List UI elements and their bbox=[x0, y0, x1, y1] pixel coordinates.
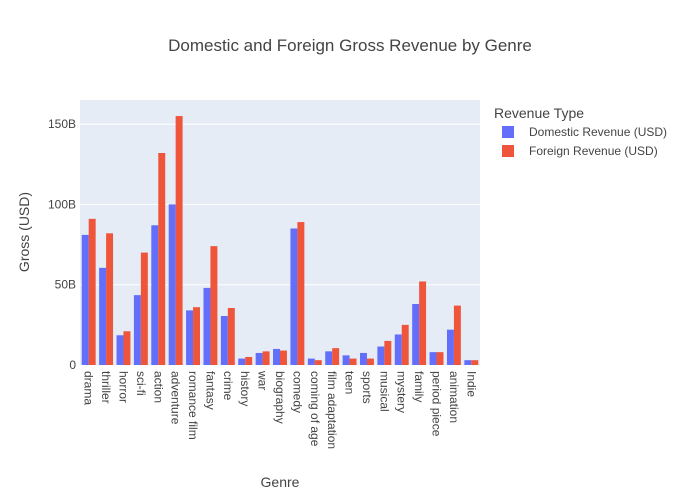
bar-domestic-13[interactable] bbox=[307, 358, 315, 365]
x-tick-label: crime bbox=[221, 371, 235, 401]
bar-domestic-9[interactable] bbox=[238, 358, 246, 365]
bar-foreign-12[interactable] bbox=[297, 222, 305, 365]
bar-domestic-11[interactable] bbox=[273, 348, 280, 365]
legend-swatch[interactable] bbox=[502, 145, 514, 157]
bar-domestic-16[interactable] bbox=[360, 352, 367, 365]
bar-domestic-18[interactable] bbox=[394, 334, 402, 365]
bar-foreign-14[interactable] bbox=[332, 348, 340, 365]
bar-foreign-17[interactable] bbox=[384, 340, 392, 365]
bar-foreign-19[interactable] bbox=[419, 281, 427, 365]
chart-title: Domestic and Foreign Gross Revenue by Ge… bbox=[168, 36, 532, 55]
x-axis-title: Genre bbox=[261, 474, 300, 490]
y-tick-label: 150B bbox=[48, 117, 76, 131]
y-axis-title: Gross (USD) bbox=[16, 192, 32, 272]
x-tick-label: family bbox=[412, 371, 426, 402]
bar-foreign-13[interactable] bbox=[314, 360, 322, 365]
legend-label[interactable]: Domestic Revenue (USD) bbox=[529, 125, 667, 139]
y-tick-label: 0 bbox=[69, 358, 76, 372]
legend-swatch[interactable] bbox=[502, 126, 514, 138]
x-tick-label: teen bbox=[343, 371, 357, 394]
legend: Revenue Type Domestic Revenue (USD) Forei… bbox=[494, 105, 667, 158]
x-tick-label: film adaptation bbox=[325, 371, 339, 449]
y-tick-label: 100B bbox=[48, 197, 76, 211]
bar-domestic-4[interactable] bbox=[151, 225, 159, 365]
bar-foreign-16[interactable] bbox=[366, 358, 374, 365]
bar-domestic-21[interactable] bbox=[446, 329, 454, 365]
x-tick-label: animation bbox=[447, 371, 461, 423]
x-tick-label: sci-fi bbox=[134, 371, 148, 396]
bar-domestic-17[interactable] bbox=[377, 346, 385, 365]
x-tick-label: horror bbox=[116, 371, 130, 403]
bar-domestic-0[interactable] bbox=[81, 234, 89, 365]
bar-foreign-10[interactable] bbox=[262, 351, 270, 365]
bar-domestic-7[interactable] bbox=[203, 287, 211, 365]
bar-foreign-1[interactable] bbox=[106, 233, 114, 365]
x-tick-label: drama bbox=[82, 371, 96, 405]
bar-domestic-6[interactable] bbox=[186, 310, 194, 365]
bar-domestic-10[interactable] bbox=[255, 352, 263, 365]
bar-foreign-20[interactable] bbox=[436, 352, 444, 365]
x-tick-label: coming of age bbox=[308, 371, 322, 447]
bar-foreign-15[interactable] bbox=[349, 358, 357, 365]
x-tick-label: biography bbox=[273, 371, 287, 424]
bar-foreign-7[interactable] bbox=[210, 246, 218, 365]
bar-foreign-2[interactable] bbox=[123, 331, 131, 365]
bar-foreign-18[interactable] bbox=[401, 324, 409, 365]
x-tick-label: musical bbox=[377, 371, 391, 412]
bar-foreign-9[interactable] bbox=[245, 356, 253, 365]
bar-foreign-11[interactable] bbox=[280, 350, 287, 365]
bar-foreign-6[interactable] bbox=[193, 307, 200, 365]
x-tick-label: romance film bbox=[186, 371, 200, 440]
bar-domestic-15[interactable] bbox=[342, 355, 350, 365]
bar-foreign-3[interactable] bbox=[140, 252, 148, 365]
x-tick-label: fantasy bbox=[203, 371, 217, 410]
x-tick-label: comedy bbox=[290, 371, 304, 413]
bar-foreign-5[interactable] bbox=[175, 116, 183, 365]
x-tick-label: mystery bbox=[395, 371, 409, 413]
legend-label[interactable]: Foreign Revenue (USD) bbox=[529, 144, 658, 158]
bar-domestic-14[interactable] bbox=[325, 351, 333, 365]
bar-foreign-21[interactable] bbox=[453, 305, 461, 365]
bar-domestic-3[interactable] bbox=[133, 295, 141, 365]
bar-domestic-8[interactable] bbox=[220, 316, 228, 365]
x-tick-label: action bbox=[151, 371, 165, 403]
bar-foreign-22[interactable] bbox=[471, 360, 479, 365]
bar-domestic-1[interactable] bbox=[99, 267, 107, 365]
bars bbox=[81, 116, 479, 365]
x-tick-label: sports bbox=[360, 371, 374, 404]
bar-domestic-22[interactable] bbox=[464, 360, 472, 365]
bar-domestic-2[interactable] bbox=[116, 335, 124, 365]
bar-domestic-20[interactable] bbox=[429, 352, 437, 365]
x-tick-label: thriller bbox=[99, 371, 113, 404]
bar-foreign-4[interactable] bbox=[158, 153, 166, 365]
bar-domestic-5[interactable] bbox=[168, 204, 176, 365]
x-tick-label: period piece bbox=[430, 371, 444, 437]
bar-domestic-12[interactable] bbox=[290, 228, 298, 365]
bar-domestic-19[interactable] bbox=[412, 303, 420, 365]
x-tick-label: adventure bbox=[169, 371, 183, 425]
y-tick-label: 50B bbox=[55, 278, 76, 292]
bar-foreign-8[interactable] bbox=[227, 307, 235, 365]
x-tick-label: Indie bbox=[464, 371, 478, 397]
y-axis-ticks: 0 50B 100B 150B bbox=[48, 117, 76, 372]
bar-foreign-0[interactable] bbox=[88, 218, 96, 365]
legend-title: Revenue Type bbox=[494, 105, 584, 121]
x-tick-label: history bbox=[238, 371, 252, 406]
x-axis-ticks: drama thriller horror sci-fi action adventure… bbox=[82, 370, 479, 449]
x-tick-label: war bbox=[256, 370, 270, 390]
